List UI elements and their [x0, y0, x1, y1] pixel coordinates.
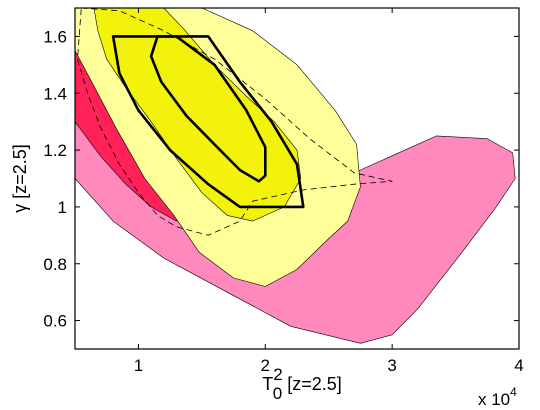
x-axis-label-sup: 2 — [273, 365, 282, 384]
y-tick-label: 1.6 — [43, 27, 67, 46]
contour-outlines — [77, 8, 393, 236]
y-tick-label: 0.8 — [43, 255, 67, 274]
x-axis-multiplier-exp: 4 — [510, 385, 517, 399]
y-tick-label: 1 — [58, 198, 67, 217]
x-tick-label: 1 — [134, 356, 143, 375]
x-axis-multiplier: x 104 — [478, 385, 517, 409]
y-tick-label: 1.4 — [43, 84, 67, 103]
x-axis-multiplier-base: x 10 — [478, 390, 510, 409]
plot-frame — [74, 7, 520, 350]
x-axis-label-tail: [z=2.5] — [282, 374, 342, 394]
tick-labels: 1 2 3 4 0.6 0.8 1 1.2 1.4 1.6 — [43, 27, 523, 375]
x-tick-label: 2 — [261, 356, 270, 375]
axis-ticks — [75, 8, 520, 349]
dashed-contour — [77, 8, 393, 236]
x-tick-label: 4 — [514, 356, 523, 375]
x-axis-label-main: T — [262, 374, 273, 394]
x-axis-label: T2 0 [z=2.5] — [262, 365, 341, 403]
y-tick-label: 1.2 — [43, 141, 67, 160]
thick-outer-contour — [111, 35, 305, 209]
thick-inner-contour — [149, 35, 267, 183]
x-axis-label-sub: 0 — [273, 384, 282, 403]
y-axis-label: γ [z=2.5] — [10, 144, 30, 213]
contour-fills — [75, 8, 516, 344]
y-tick-label: 0.6 — [43, 312, 67, 331]
yellow-inner-region — [93, 8, 302, 222]
x-tick-label: 3 — [387, 356, 396, 375]
